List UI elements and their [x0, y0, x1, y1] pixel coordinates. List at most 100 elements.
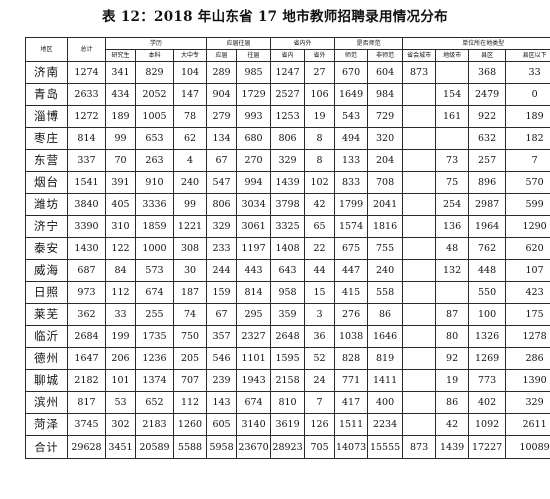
cell-county: 896 — [468, 171, 507, 194]
cell-fresh: 806 — [206, 193, 238, 216]
cell-normal: 417 — [334, 391, 369, 414]
header-group-location: 单位所在地类型 — [402, 37, 550, 50]
cell-out-prov: 27 — [304, 61, 336, 84]
cell-fresh: 279 — [206, 105, 238, 128]
cell-fresh: 67 — [206, 303, 238, 326]
cell-total: 1647 — [67, 347, 106, 370]
cell-city: 潍坊 — [25, 193, 68, 216]
cell-county: 448 — [468, 259, 507, 282]
cell-county: 100 — [468, 303, 507, 326]
cell-grad: 206 — [105, 347, 136, 370]
cell-former: 3140 — [236, 413, 272, 436]
cell-former: 1101 — [236, 347, 272, 370]
cell-college: 4 — [172, 149, 208, 172]
cell-normal: 828 — [334, 347, 369, 370]
cell-grad: 99 — [105, 127, 136, 150]
cell-non-normal: 558 — [367, 281, 404, 304]
header-row-groups: 地区 总计 学历 应届往届 省内外 是否师范 单位所在地类型 — [25, 37, 550, 62]
header-bachelor: 本科 — [135, 49, 174, 62]
cell-college: 308 — [172, 237, 208, 260]
cell-total: 1430 — [67, 237, 106, 260]
cell-out-prov: 19 — [304, 105, 336, 128]
cell-prefecture: 73 — [435, 149, 470, 172]
cell-normal: 1799 — [334, 193, 369, 216]
cell-bachelor: 652 — [135, 391, 174, 414]
cell-below-county: 182 — [505, 127, 550, 150]
cell-in-prov: 3619 — [270, 413, 306, 436]
cell-in-prov: 1439 — [270, 171, 306, 194]
cell-grad: 101 — [105, 369, 136, 392]
cell-former: 994 — [236, 171, 272, 194]
cell-city: 烟台 — [25, 171, 68, 194]
cell-county: 632 — [468, 127, 507, 150]
cell-fresh: 239 — [206, 369, 238, 392]
cell-bachelor: 910 — [135, 171, 174, 194]
cell-bachelor: 2183 — [135, 413, 174, 436]
cell-in-prov: 1595 — [270, 347, 306, 370]
cell-normal: 1511 — [334, 413, 369, 436]
cell-out-prov: 15 — [304, 281, 336, 304]
cell-in-prov: 28923 — [270, 435, 306, 459]
header-area: 地区 — [25, 37, 68, 62]
cell-former: 2327 — [236, 325, 272, 348]
cell-in-prov: 3325 — [270, 215, 306, 238]
table-row: 菏泽 3745 302 2183 1260 605 3140 3619 126 1511 2234 4… — [25, 413, 550, 436]
cell-out-prov: 106 — [304, 83, 336, 106]
cell-city: 威海 — [25, 259, 68, 282]
cell-non-normal: 86 — [367, 303, 404, 326]
header-college: 大中专 — [172, 49, 208, 62]
cell-prefecture: 92 — [435, 347, 470, 370]
header-group-normal: 是否师范 — [334, 37, 404, 50]
cell-former: 1197 — [236, 237, 272, 260]
table-row: 淄博 1272 189 1005 78 279 993 1253 19 543 729 161 922 1… — [25, 105, 550, 128]
cell-capital — [402, 171, 437, 194]
cell-bachelor: 1236 — [135, 347, 174, 370]
cell-county: 1326 — [468, 325, 507, 348]
table-row: 滨州 817 53 652 112 143 674 810 7 417 400 86 402 329 — [25, 391, 550, 414]
cell-in-prov: 1408 — [270, 237, 306, 260]
header-prefecture: 地级市 — [435, 49, 470, 62]
header-group-status: 应届往届 — [206, 37, 272, 50]
cell-out-prov: 3 — [304, 303, 336, 326]
cell-former: 23670 — [236, 435, 272, 459]
cell-city: 青岛 — [25, 83, 68, 106]
cell-below-county: 599 — [505, 193, 550, 216]
cell-grad: 70 — [105, 149, 136, 172]
cell-county: 368 — [468, 61, 507, 84]
cell-in-prov: 806 — [270, 127, 306, 150]
cell-capital — [402, 237, 437, 260]
cell-prefecture: 48 — [435, 237, 470, 260]
cell-in-prov: 2158 — [270, 369, 306, 392]
cell-in-prov: 2527 — [270, 83, 306, 106]
cell-below-county: 286 — [505, 347, 550, 370]
cell-in-prov: 1253 — [270, 105, 306, 128]
header-capital: 省会城市 — [402, 49, 437, 62]
cell-former: 814 — [236, 281, 272, 304]
cell-college: 1260 — [172, 413, 208, 436]
table-title: 表 12：2018 年山东省 17 地市教师招聘录用情况分布 — [102, 9, 448, 25]
cell-capital — [402, 259, 437, 282]
cell-non-normal: 204 — [367, 149, 404, 172]
table-row: 莱芜 362 33 255 74 67 295 359 3 276 86 87 100 175 — [25, 303, 550, 326]
cell-county: 773 — [468, 369, 507, 392]
cell-below-county: 620 — [505, 237, 550, 260]
cell-city: 淄博 — [25, 105, 68, 128]
cell-county: 257 — [468, 149, 507, 172]
cell-prefecture: 42 — [435, 413, 470, 436]
cell-grad: 341 — [105, 61, 136, 84]
table-row: 枣庄 814 99 653 62 134 680 806 8 494 320 632 182 — [25, 127, 550, 150]
cell-below-county: 7 — [505, 149, 550, 172]
cell-fresh: 605 — [206, 413, 238, 436]
cell-capital — [402, 149, 437, 172]
cell-college: 78 — [172, 105, 208, 128]
table-body: 济南 1274 341 829 104 289 985 1247 27 670 604 873 368 3… — [25, 61, 550, 459]
cell-fresh: 159 — [206, 281, 238, 304]
cell-city: 聊城 — [25, 369, 68, 392]
cell-capital: 873 — [402, 61, 437, 84]
cell-prefecture — [435, 61, 470, 84]
cell-county: 1269 — [468, 347, 507, 370]
cell-below-county: 175 — [505, 303, 550, 326]
header-total: 总计 — [67, 37, 106, 62]
cell-prefecture — [435, 127, 470, 150]
cell-fresh: 547 — [206, 171, 238, 194]
